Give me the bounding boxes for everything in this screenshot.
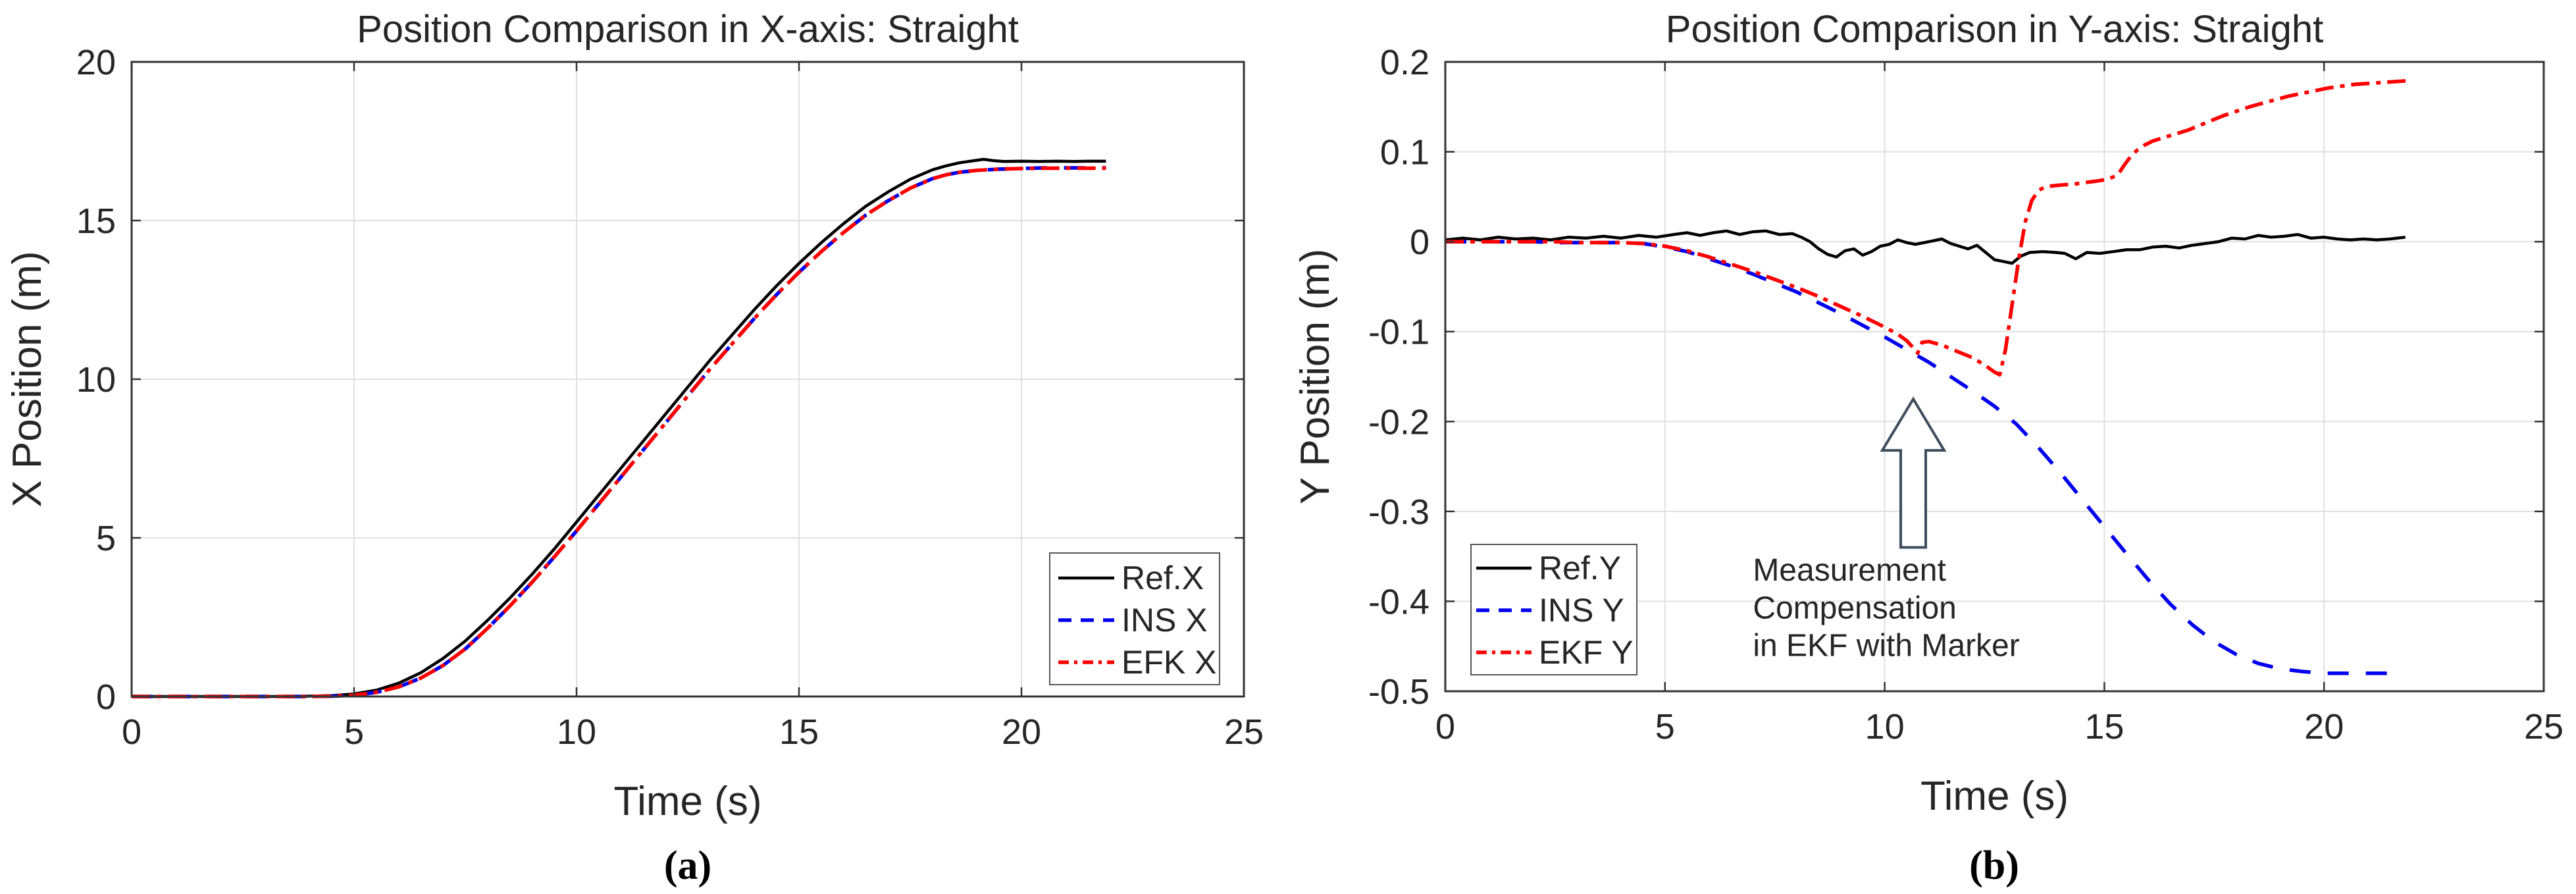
tick-marks	[130, 61, 1245, 698]
y-tick-label: -0.2	[1368, 402, 1430, 442]
y-tick-label: 0.1	[1380, 133, 1430, 172]
x-tick-label: 0	[1435, 707, 1455, 747]
caption-a: (a)	[663, 843, 712, 888]
series-ins-line	[132, 166, 1106, 698]
x-axis-label: Time (s)	[614, 779, 762, 824]
up-arrow-icon	[1880, 396, 1947, 549]
x-tick-label: 10	[557, 712, 596, 752]
y-tick-label: 15	[76, 201, 116, 241]
caption-b: (b)	[1969, 843, 2019, 888]
y-tick-label: 20	[76, 43, 116, 82]
chart-title: Position Comparison in Y-axis: Straight	[1666, 8, 2323, 51]
y-tick-label: 0.2	[1380, 43, 1430, 82]
legend-label-ekf: EFK X	[1121, 644, 1216, 681]
x-tick-label: 25	[1224, 712, 1264, 752]
legend-label-ins: INS Y	[1539, 592, 1624, 629]
y-tick-label: -0.5	[1368, 672, 1430, 712]
legend-label-ref: Ref.Y	[1539, 550, 1621, 587]
legend-box	[1049, 552, 1220, 685]
series-ref-line	[1445, 229, 2406, 265]
series-ekf-line	[1445, 78, 2408, 377]
x-axis-label: Time (s)	[1920, 774, 2069, 819]
series-ref-line	[132, 157, 1106, 698]
x-tick-label: 20	[2304, 707, 2344, 747]
y-tick-label: 10	[76, 360, 116, 400]
annotation-line-3: in EKF with Marker	[1753, 629, 2019, 664]
chart-x-position: 0 5 10 15 20 25 0 5 10 15 20 Position Comparison in…	[5, 8, 1264, 824]
series-ekf-line	[132, 166, 1106, 698]
y-axis-label: Y Position (m)	[1293, 249, 1338, 504]
y-tick-label: 5	[96, 519, 116, 558]
y-tick-label: 0	[1410, 223, 1430, 262]
x-tick-label: 15	[779, 712, 819, 752]
x-tick-label: 20	[1002, 712, 1041, 752]
legend-label-ekf: EKF Y	[1539, 634, 1634, 671]
x-tick-label: 25	[2524, 707, 2563, 747]
y-tick-label: 0	[96, 677, 116, 717]
annotation-line-1: Measurement	[1753, 553, 1945, 588]
x-tick-label: 5	[1655, 707, 1675, 747]
legend: Ref.X INS X EFK X	[1049, 552, 1220, 685]
x-tick-label: 10	[1865, 707, 1905, 747]
legend-label-ins: INS X	[1121, 602, 1208, 639]
x-tick-label: 0	[122, 712, 142, 752]
x-tick-label: 15	[2084, 707, 2124, 747]
chart-title: Position Comparison in X-axis: Straight	[357, 8, 1019, 51]
plot-border	[1444, 61, 2545, 693]
grid-lines	[1445, 62, 2544, 691]
legend-label-ref: Ref.X	[1121, 560, 1204, 596]
legend: Ref.Y INS Y EKF Y	[1470, 544, 1637, 675]
x-tick-label: 5	[344, 712, 364, 752]
y-tick-label: -0.1	[1368, 313, 1430, 352]
y-tick-label: -0.4	[1368, 582, 1430, 621]
tick-marks	[1444, 61, 2545, 693]
annotation-line-2: Compensation	[1753, 591, 1957, 625]
y-tick-label: -0.3	[1368, 492, 1430, 532]
y-axis-label: X Position (m)	[5, 251, 50, 507]
